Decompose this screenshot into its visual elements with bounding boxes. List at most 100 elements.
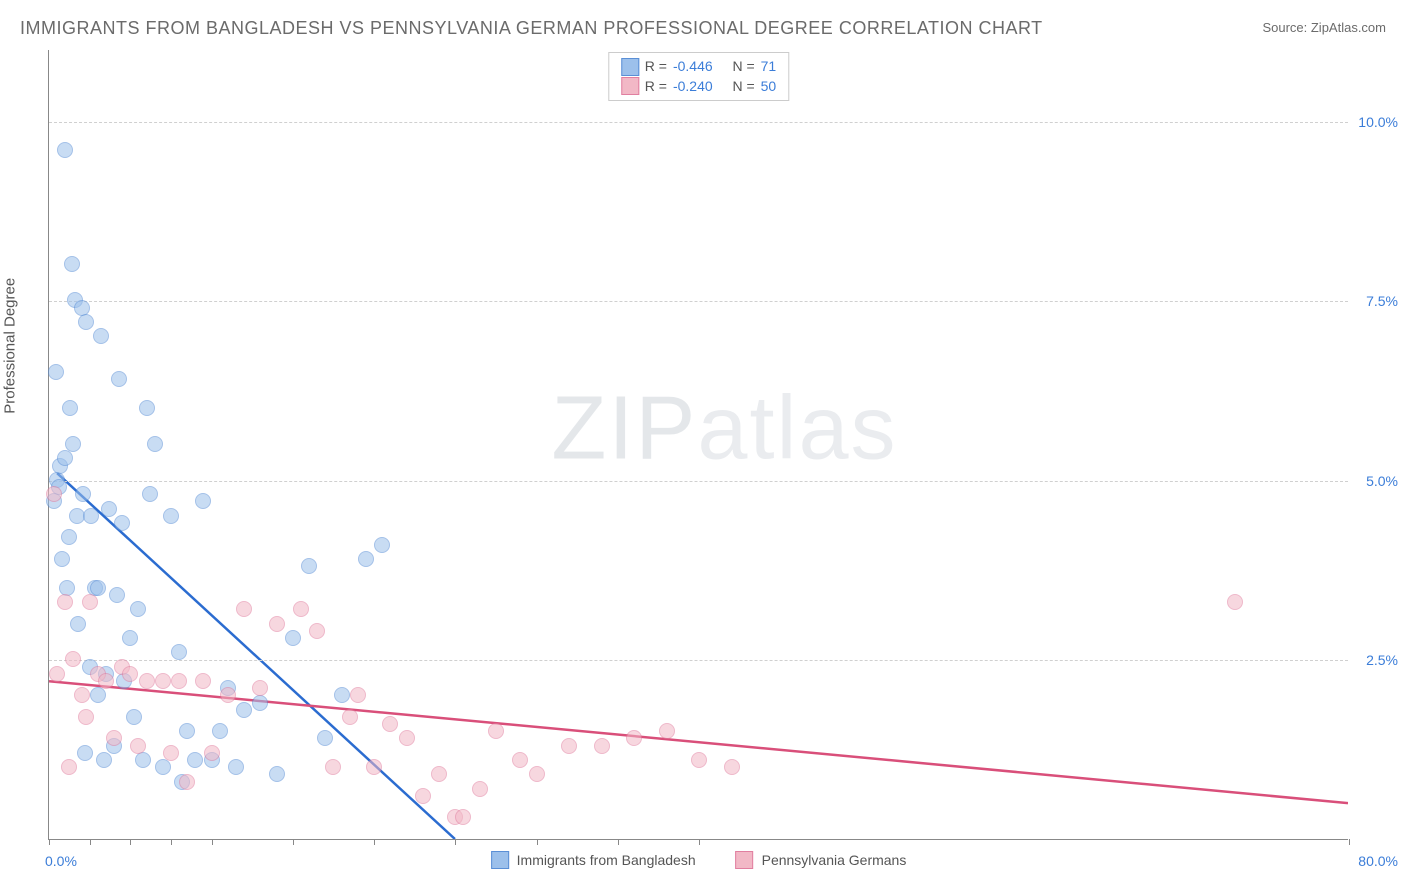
scatter-point bbox=[109, 587, 125, 603]
scatter-point bbox=[65, 436, 81, 452]
y-tick-label: 10.0% bbox=[1358, 114, 1398, 130]
scatter-point bbox=[659, 723, 675, 739]
gridline bbox=[49, 481, 1348, 482]
chart-title: IMMIGRANTS FROM BANGLADESH VS PENNSYLVAN… bbox=[20, 18, 1043, 39]
scatter-point bbox=[626, 730, 642, 746]
scatter-point bbox=[70, 616, 86, 632]
scatter-point bbox=[285, 630, 301, 646]
scatter-point bbox=[106, 730, 122, 746]
scatter-point bbox=[179, 723, 195, 739]
r-label: R = bbox=[645, 77, 667, 97]
scatter-point bbox=[195, 673, 211, 689]
source-prefix: Source: bbox=[1262, 20, 1310, 35]
swatch-icon bbox=[621, 58, 639, 76]
scatter-point bbox=[212, 723, 228, 739]
scatter-point bbox=[49, 666, 65, 682]
scatter-point bbox=[62, 400, 78, 416]
n-label: N = bbox=[732, 57, 754, 77]
scatter-point bbox=[204, 745, 220, 761]
r-label: R = bbox=[645, 57, 667, 77]
scatter-point bbox=[472, 781, 488, 797]
scatter-point bbox=[561, 738, 577, 754]
series-legend: Immigrants from Bangladesh Pennsylvania … bbox=[491, 851, 907, 869]
scatter-point bbox=[415, 788, 431, 804]
watermark-light: atlas bbox=[697, 378, 897, 478]
x-tick-mark bbox=[49, 839, 50, 845]
swatch-icon bbox=[736, 851, 754, 869]
source-credit: Source: ZipAtlas.com bbox=[1262, 20, 1386, 35]
x-tick-mark bbox=[1349, 839, 1350, 845]
gridline bbox=[49, 301, 1348, 302]
x-tick-mark bbox=[455, 839, 456, 845]
y-axis-label: Professional Degree bbox=[2, 278, 19, 414]
r-value: -0.240 bbox=[673, 77, 713, 97]
scatter-point bbox=[155, 759, 171, 775]
scatter-point bbox=[171, 644, 187, 660]
scatter-point bbox=[114, 515, 130, 531]
scatter-point bbox=[163, 508, 179, 524]
scatter-point bbox=[61, 529, 77, 545]
scatter-point bbox=[691, 752, 707, 768]
trend-line bbox=[49, 681, 1348, 803]
x-tick-mark bbox=[130, 839, 131, 845]
scatter-point bbox=[57, 594, 73, 610]
scatter-point bbox=[236, 601, 252, 617]
scatter-point bbox=[317, 730, 333, 746]
n-value: 71 bbox=[761, 57, 777, 77]
scatter-point bbox=[61, 759, 77, 775]
swatch-icon bbox=[621, 77, 639, 95]
x-tick-mark bbox=[537, 839, 538, 845]
scatter-point bbox=[488, 723, 504, 739]
scatter-point bbox=[293, 601, 309, 617]
scatter-point bbox=[350, 687, 366, 703]
x-tick-mark bbox=[171, 839, 172, 845]
scatter-point bbox=[269, 616, 285, 632]
scatter-point bbox=[90, 580, 106, 596]
scatter-point bbox=[83, 508, 99, 524]
scatter-point bbox=[301, 558, 317, 574]
scatter-point bbox=[111, 371, 127, 387]
legend-item-series-1: Pennsylvania Germans bbox=[736, 851, 907, 869]
scatter-point bbox=[155, 673, 171, 689]
scatter-point bbox=[236, 702, 252, 718]
legend-item-series-0: Immigrants from Bangladesh bbox=[491, 851, 696, 869]
scatter-point bbox=[57, 142, 73, 158]
scatter-point bbox=[269, 766, 285, 782]
scatter-point bbox=[75, 486, 91, 502]
scatter-point bbox=[77, 745, 93, 761]
scatter-point bbox=[529, 766, 545, 782]
source-name: ZipAtlas.com bbox=[1311, 20, 1386, 35]
scatter-point bbox=[74, 687, 90, 703]
scatter-point bbox=[65, 651, 81, 667]
scatter-point bbox=[82, 594, 98, 610]
trend-lines-svg bbox=[49, 50, 1348, 839]
scatter-point bbox=[126, 709, 142, 725]
n-label: N = bbox=[732, 77, 754, 97]
scatter-point bbox=[195, 493, 211, 509]
scatter-point bbox=[130, 601, 146, 617]
stats-legend: R = -0.446 N = 71 R = -0.240 N = 50 bbox=[608, 52, 789, 101]
scatter-point bbox=[69, 508, 85, 524]
x-tick-label-max: 80.0% bbox=[1358, 853, 1398, 869]
scatter-point bbox=[252, 680, 268, 696]
scatter-point bbox=[594, 738, 610, 754]
watermark: ZIPatlas bbox=[551, 377, 897, 480]
scatter-point bbox=[48, 364, 64, 380]
scatter-point bbox=[171, 673, 187, 689]
legend-label: Pennsylvania Germans bbox=[762, 852, 907, 868]
scatter-point bbox=[342, 709, 358, 725]
scatter-point bbox=[228, 759, 244, 775]
scatter-point bbox=[78, 314, 94, 330]
scatter-point bbox=[724, 759, 740, 775]
scatter-point bbox=[431, 766, 447, 782]
x-tick-mark bbox=[618, 839, 619, 845]
scatter-point bbox=[139, 673, 155, 689]
scatter-point bbox=[358, 551, 374, 567]
scatter-point bbox=[366, 759, 382, 775]
scatter-point bbox=[64, 256, 80, 272]
swatch-icon bbox=[491, 851, 509, 869]
scatter-point bbox=[90, 687, 106, 703]
r-value: -0.446 bbox=[673, 57, 713, 77]
scatter-point bbox=[78, 709, 94, 725]
stats-row-series-0: R = -0.446 N = 71 bbox=[621, 57, 776, 77]
